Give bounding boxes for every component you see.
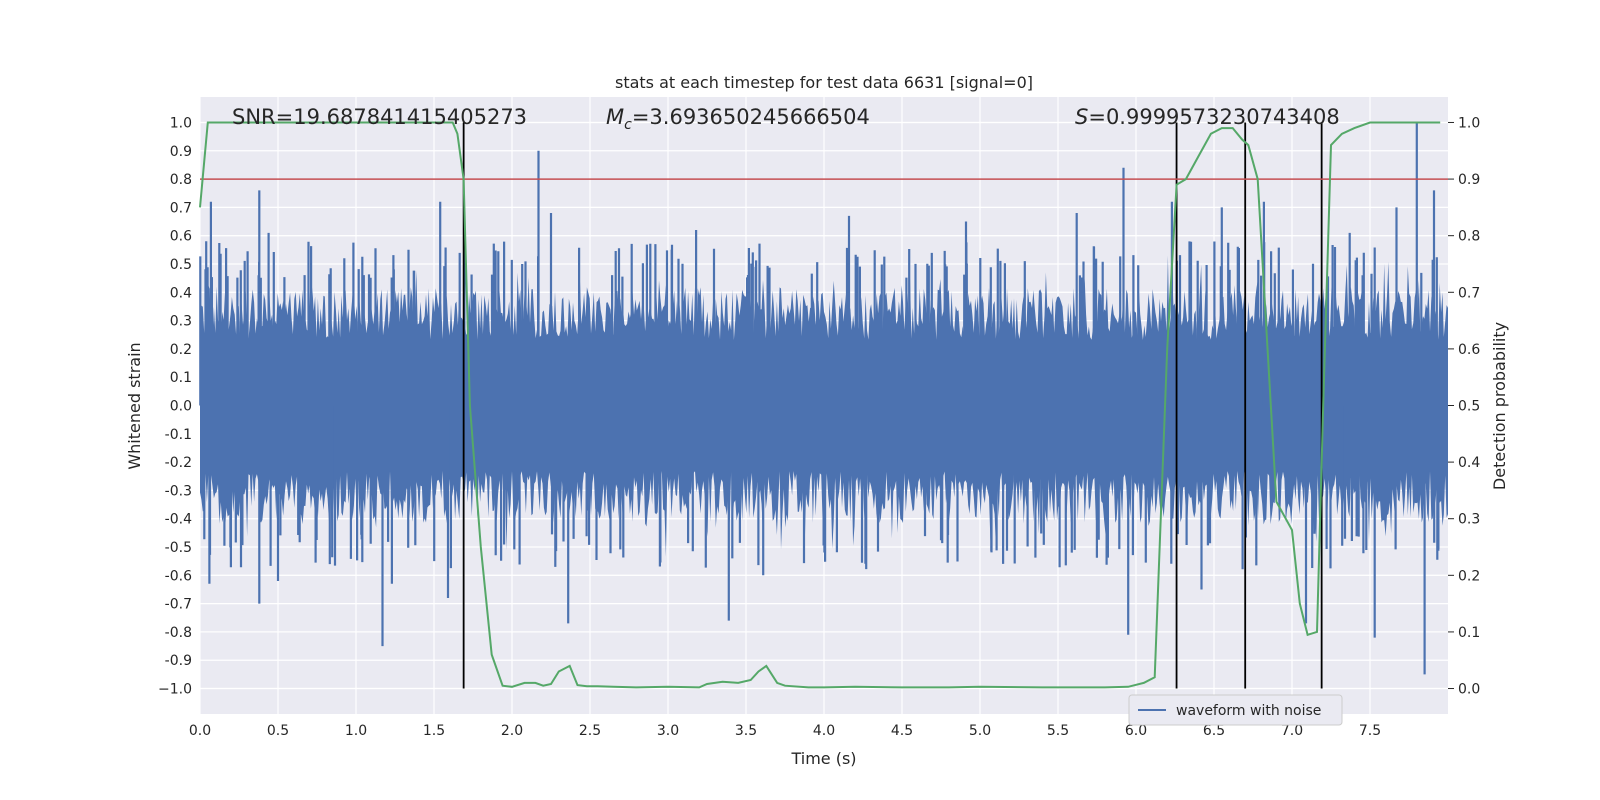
x-tick-label-7: 3.5 [735,723,757,739]
left-tick-label-10: 0.0 [170,399,192,415]
waveform-series [199,122,1448,675]
left-tick-label-8: 0.2 [170,342,192,358]
x-tick-label-4: 2.0 [501,723,523,739]
mc-subscript: c [624,117,632,133]
left-tick-label-5: 0.5 [170,257,192,273]
left-tick-label-18: -0.8 [165,625,192,641]
x-tick-label-13: 6.5 [1203,723,1225,739]
left-tick-label-14: -0.4 [165,512,192,528]
left-tick-label-11: -0.1 [165,427,192,443]
right-tick-label-5: 0.5 [1458,399,1480,415]
mc-symbol: M [606,105,624,129]
left-tick-labels: 1.0 0.9 0.8 0.7 0.6 0.5 0.4 0.3 0.2 0.1 0.0 -0.1 -0.… [158,115,192,697]
x-tick-label-9: 4.5 [891,723,913,739]
x-tick-label-1: 0.5 [267,723,289,739]
left-tick-label-9: 0.1 [170,370,192,386]
left-tick-label-7: 0.3 [170,314,192,330]
s-annotation: S=0.9999573230743408 [1075,105,1340,129]
x-tick-label-3: 1.5 [423,723,445,739]
left-tick-label-3: 0.7 [170,200,192,216]
x-tick-label-15: 7.5 [1359,723,1381,739]
left-tick-label-13: -0.3 [165,483,192,499]
right-tick-label-0: 1.0 [1458,115,1480,131]
left-tick-label-12: -0.2 [165,455,192,471]
right-tick-label-4: 0.6 [1458,342,1480,358]
waveform-spikes [199,122,1440,675]
left-tick-label-20: −1.0 [158,682,192,698]
legend: waveform with noise [1128,694,1343,726]
left-tick-label-19: -0.9 [165,653,192,669]
x-tick-label-2: 1.0 [345,723,367,739]
x-tick-label-0: 0.0 [189,723,211,739]
left-tick-label-2: 0.8 [170,172,192,188]
right-tick-label-7: 0.3 [1458,512,1480,528]
s-value: =0.9999573230743408 [1088,105,1339,129]
right-tick-label-3: 0.7 [1458,285,1480,301]
mc-annotation: Mc=3.693650245666504 [606,105,870,133]
chart-title: stats at each timestep for test data 663… [615,73,1033,92]
snr-annotation: SNR=19.687841415405273 [232,105,527,129]
vertical-lines [462,122,1323,689]
mc-value: =3.693650245666504 [632,105,870,129]
y-axis-label-left: Whitened strain [125,342,144,469]
x-tick-label-12: 6.0 [1125,723,1147,739]
left-tick-label-1: 0.9 [170,144,192,160]
x-tick-labels: 0.0 0.5 1.0 1.5 2.0 2.5 3.0 3.5 4.0 4.5 5.0 5.5 6.0 6… [189,723,1381,739]
probability-series [199,121,1441,689]
left-tick-label-4: 0.6 [170,229,192,245]
x-tick-label-8: 4.0 [813,723,835,739]
legend-box [1128,694,1343,726]
left-tick-label-15: -0.5 [165,540,192,556]
x-tick-label-6: 3.0 [657,723,679,739]
x-tick-label-5: 2.5 [579,723,601,739]
x-axis-label: Time (s) [790,749,856,768]
left-tick-label-16: -0.6 [165,568,192,584]
right-tick-label-9: 0.1 [1458,625,1480,641]
right-tick-labels: 1.0 0.9 0.8 0.7 0.6 0.5 0.4 0.3 0.2 0.1 0.0 [1448,115,1480,698]
s-symbol: S [1075,105,1088,129]
right-tick-label-10: 0.0 [1458,682,1480,698]
legend-label: waveform with noise [1176,703,1321,719]
left-tick-label-0: 1.0 [170,115,192,131]
right-tick-label-2: 0.8 [1458,229,1480,245]
right-tick-label-1: 0.9 [1458,172,1480,188]
right-tick-label-6: 0.4 [1458,455,1480,471]
left-tick-label-17: -0.7 [165,597,192,613]
left-tick-label-6: 0.4 [170,285,192,301]
x-tick-label-11: 5.5 [1047,723,1069,739]
x-tick-label-14: 7.0 [1281,723,1303,739]
right-tick-label-8: 0.2 [1458,568,1480,584]
y-axis-label-right: Detection probability [1490,322,1509,490]
x-tick-label-10: 5.0 [969,723,991,739]
